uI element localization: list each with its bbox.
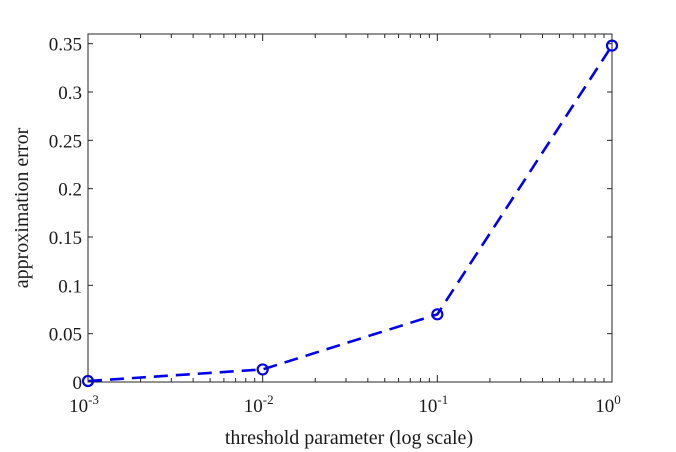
- y-tick-label: 0: [73, 373, 83, 394]
- y-tick-label: 0.05: [49, 325, 82, 346]
- x-tick-label: 10-2: [244, 392, 274, 417]
- x-tick-label: 10-3: [69, 392, 99, 417]
- data-point: [256, 363, 269, 376]
- x-tick-label: 10-1: [418, 392, 448, 417]
- y-tick-label: 0.25: [49, 131, 82, 152]
- y-tick-label: 0.1: [58, 276, 82, 297]
- x-tick-label-base: 10: [595, 396, 614, 417]
- data-point: [431, 308, 444, 321]
- y-tick-label: 0.2: [58, 180, 82, 201]
- series-layer: [81, 39, 619, 388]
- x-tick-label-exponent: -1: [437, 392, 448, 407]
- x-tick-label-base: 10: [69, 396, 88, 417]
- x-tick-label-exponent: -2: [263, 392, 274, 407]
- x-tick-label-base: 10: [244, 396, 263, 417]
- x-tick-label: 100: [595, 392, 621, 417]
- y-axis-label: approximation error: [11, 127, 33, 288]
- y-tick-label: 0.35: [49, 35, 82, 56]
- x-axis-label: threshold parameter (log scale): [225, 427, 473, 449]
- x-tick-label-base: 10: [418, 396, 437, 417]
- x-tick-label-exponent: -3: [88, 392, 99, 407]
- y-tick-label: 0.15: [49, 228, 82, 249]
- plot-area: [87, 33, 613, 383]
- series-line: [87, 44, 614, 383]
- y-tick-label: 0.3: [58, 83, 82, 104]
- x-tick-label-exponent: 0: [614, 392, 621, 407]
- axes-box: [87, 33, 613, 383]
